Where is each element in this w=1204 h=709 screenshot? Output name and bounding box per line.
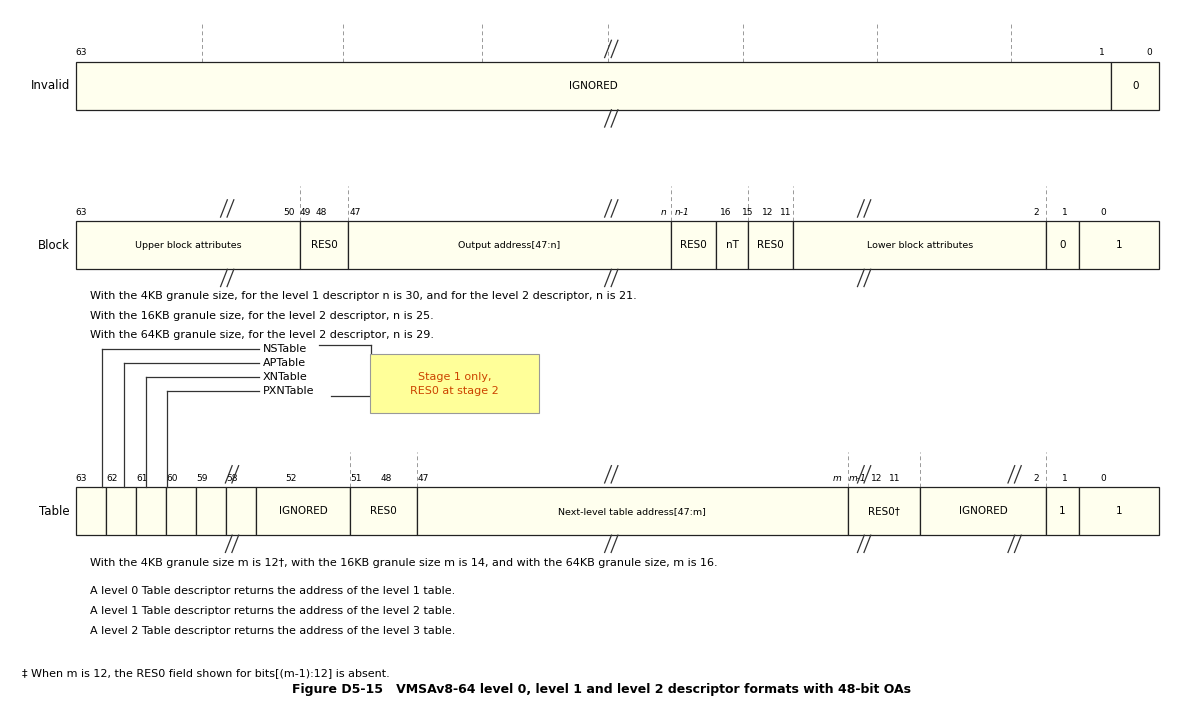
Bar: [417, 487, 848, 535]
Text: 15: 15: [742, 208, 754, 217]
Bar: [348, 221, 671, 269]
Text: IGNORED: IGNORED: [569, 81, 618, 91]
Bar: [106, 487, 136, 535]
Text: RES0†: RES0†: [868, 506, 899, 516]
Text: Figure D5-15   VMSAv8-64 level 0, level 1 and level 2 descriptor formats with 48: Figure D5-15 VMSAv8-64 level 0, level 1 …: [293, 683, 911, 696]
Text: 63: 63: [76, 48, 88, 57]
Bar: [748, 221, 793, 269]
Text: A level 1 Table descriptor returns the address of the level 2 table.: A level 1 Table descriptor returns the a…: [90, 606, 455, 616]
Text: Next-level table address[47:m]: Next-level table address[47:m]: [559, 507, 706, 515]
Text: 2: 2: [1033, 208, 1039, 217]
Text: 12: 12: [762, 208, 773, 217]
Text: 11: 11: [780, 208, 792, 217]
Text: ‡ When m is 12, the RES0 field shown for bits[(m-1):12] is absent.: ‡ When m is 12, the RES0 field shown for…: [22, 668, 389, 678]
Bar: [848, 487, 920, 535]
Bar: [793, 221, 1046, 269]
Text: 1: 1: [1062, 208, 1068, 217]
Bar: [256, 487, 350, 535]
Text: With the 16KB granule size, for the level 2 descriptor, n is 25.: With the 16KB granule size, for the leve…: [90, 311, 435, 320]
Text: Output address[47:n]: Output address[47:n]: [459, 241, 560, 250]
Text: A level 0 Table descriptor returns the address of the level 1 table.: A level 0 Table descriptor returns the a…: [90, 586, 455, 596]
Text: RES0: RES0: [311, 240, 337, 250]
Bar: [136, 487, 166, 535]
Text: 1: 1: [1062, 474, 1068, 483]
Text: 63: 63: [76, 208, 88, 217]
Text: A level 2 Table descriptor returns the address of the level 3 table.: A level 2 Table descriptor returns the a…: [90, 626, 455, 636]
Text: 63: 63: [76, 474, 88, 483]
Bar: [350, 487, 417, 535]
Text: 49: 49: [300, 208, 311, 217]
Text: 12: 12: [870, 474, 881, 483]
Text: 60: 60: [166, 474, 178, 483]
Bar: [76, 487, 106, 535]
Text: 0: 0: [1060, 240, 1066, 250]
Text: RES0: RES0: [680, 240, 707, 250]
Text: Stage 1 only,
RES0 at stage 2: Stage 1 only, RES0 at stage 2: [411, 372, 498, 396]
Text: 58: 58: [226, 474, 238, 483]
Text: Lower block attributes: Lower block attributes: [867, 241, 973, 250]
Text: 62: 62: [106, 474, 117, 483]
Text: PXNTable: PXNTable: [262, 386, 314, 396]
Text: 61: 61: [136, 474, 148, 483]
Bar: [1111, 62, 1159, 110]
Text: 52: 52: [285, 474, 296, 483]
Text: 16: 16: [720, 208, 732, 217]
Bar: [300, 221, 348, 269]
Bar: [76, 221, 300, 269]
Text: Block: Block: [39, 239, 70, 252]
Text: 0: 0: [1146, 48, 1152, 57]
Text: 2: 2: [1033, 474, 1039, 483]
Bar: [1079, 487, 1159, 535]
Text: IGNORED: IGNORED: [279, 506, 327, 516]
Text: 59: 59: [196, 474, 208, 483]
Text: 47: 47: [349, 208, 360, 217]
Text: 1: 1: [1116, 240, 1122, 250]
Text: m: m: [833, 474, 842, 483]
Text: 50: 50: [283, 208, 295, 217]
Text: Upper block attributes: Upper block attributes: [135, 241, 241, 250]
FancyBboxPatch shape: [370, 354, 539, 413]
Bar: [76, 62, 1111, 110]
Bar: [671, 221, 716, 269]
Text: With the 4KB granule size m is 12†, with the 16KB granule size m is 14, and with: With the 4KB granule size m is 12†, with…: [90, 558, 718, 568]
Bar: [1079, 221, 1159, 269]
Text: 47: 47: [418, 474, 429, 483]
Text: XNTable: XNTable: [262, 372, 307, 382]
Bar: [920, 487, 1046, 535]
Bar: [716, 221, 748, 269]
Bar: [1046, 487, 1079, 535]
Text: NSTable: NSTable: [262, 344, 307, 354]
Text: 0: 0: [1132, 81, 1139, 91]
Text: Table: Table: [40, 505, 70, 518]
Text: 48: 48: [315, 208, 326, 217]
Text: 0: 0: [1100, 474, 1106, 483]
Text: n-1: n-1: [674, 208, 689, 217]
Text: 0: 0: [1100, 208, 1106, 217]
Text: With the 64KB granule size, for the level 2 descriptor, n is 29.: With the 64KB granule size, for the leve…: [90, 330, 435, 340]
Bar: [166, 487, 196, 535]
Text: n: n: [661, 208, 667, 217]
Text: 1: 1: [1099, 48, 1105, 57]
Text: m-1: m-1: [849, 474, 867, 483]
Text: APTable: APTable: [262, 358, 306, 368]
Text: 1: 1: [1060, 506, 1066, 516]
Bar: [226, 487, 256, 535]
Text: nT: nT: [726, 240, 738, 250]
Text: 11: 11: [889, 474, 901, 483]
Text: RES0: RES0: [370, 506, 397, 516]
Text: Invalid: Invalid: [30, 79, 70, 92]
Text: 51: 51: [350, 474, 362, 483]
Text: With the 4KB granule size, for the level 1 descriptor n is 30, and for the level: With the 4KB granule size, for the level…: [90, 291, 637, 301]
Bar: [1046, 221, 1079, 269]
Bar: [196, 487, 226, 535]
Text: IGNORED: IGNORED: [958, 506, 1008, 516]
Text: RES0: RES0: [757, 240, 784, 250]
Text: 48: 48: [380, 474, 391, 483]
Text: 1: 1: [1116, 506, 1122, 516]
